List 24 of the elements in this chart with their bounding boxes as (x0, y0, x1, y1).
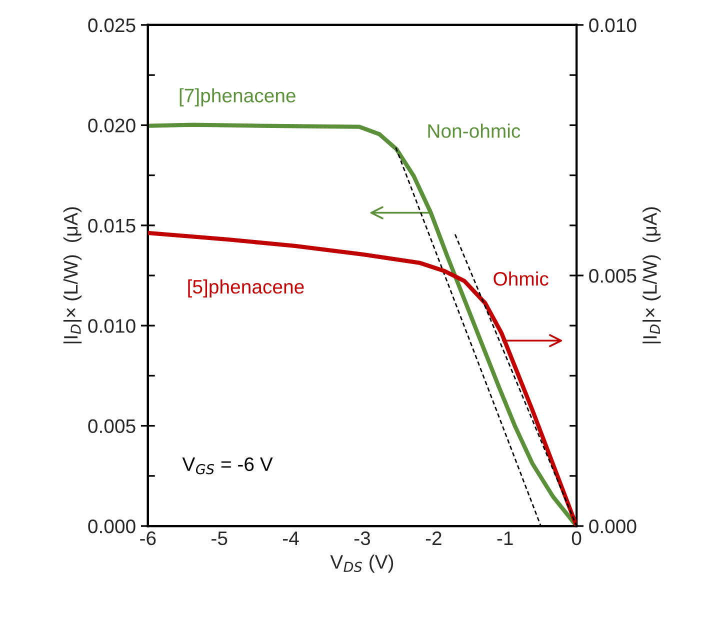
x-axis-title: V$_{DS}$ (V) (330, 554, 394, 573)
y-tick-label: 0.005 (88, 419, 136, 434)
y-tick-label: 0.010 (88, 319, 136, 333)
annotation: V$_{GS}$ = -6 V (182, 457, 273, 474)
y-tick-label: 0.025 (88, 18, 136, 32)
x-tick-label: -4 (283, 532, 299, 545)
x-tick-label: -2 (426, 531, 442, 545)
annotation: Non-ohmic (428, 124, 520, 138)
series-label: [7]phenacene (180, 88, 296, 106)
y2-tick-label: 0.000 (589, 520, 636, 534)
y2-tick-label: 0.010 (589, 18, 636, 32)
x-tick-label: -6 (140, 531, 156, 546)
y-axis-title: |I$_{D}$|× (L/W) (μA) (63, 207, 82, 344)
x-tick-label: -3 (354, 531, 370, 546)
x-tick-label: -5 (212, 532, 228, 546)
annotation: Ohmic (494, 271, 548, 286)
x-tick-label: 0 (572, 531, 582, 546)
y-tick-label: 0.015 (88, 218, 136, 233)
y2-tick-label: 0.005 (589, 268, 636, 283)
series-label: [5]phenacene (188, 279, 304, 298)
y2-axis-title: |I$_{D}$|× (L/W) (μA) (642, 207, 661, 344)
y-tick-label: 0.000 (88, 520, 136, 534)
x-tick-label: -1 (497, 532, 513, 545)
y-tick-label: 0.020 (88, 118, 136, 132)
